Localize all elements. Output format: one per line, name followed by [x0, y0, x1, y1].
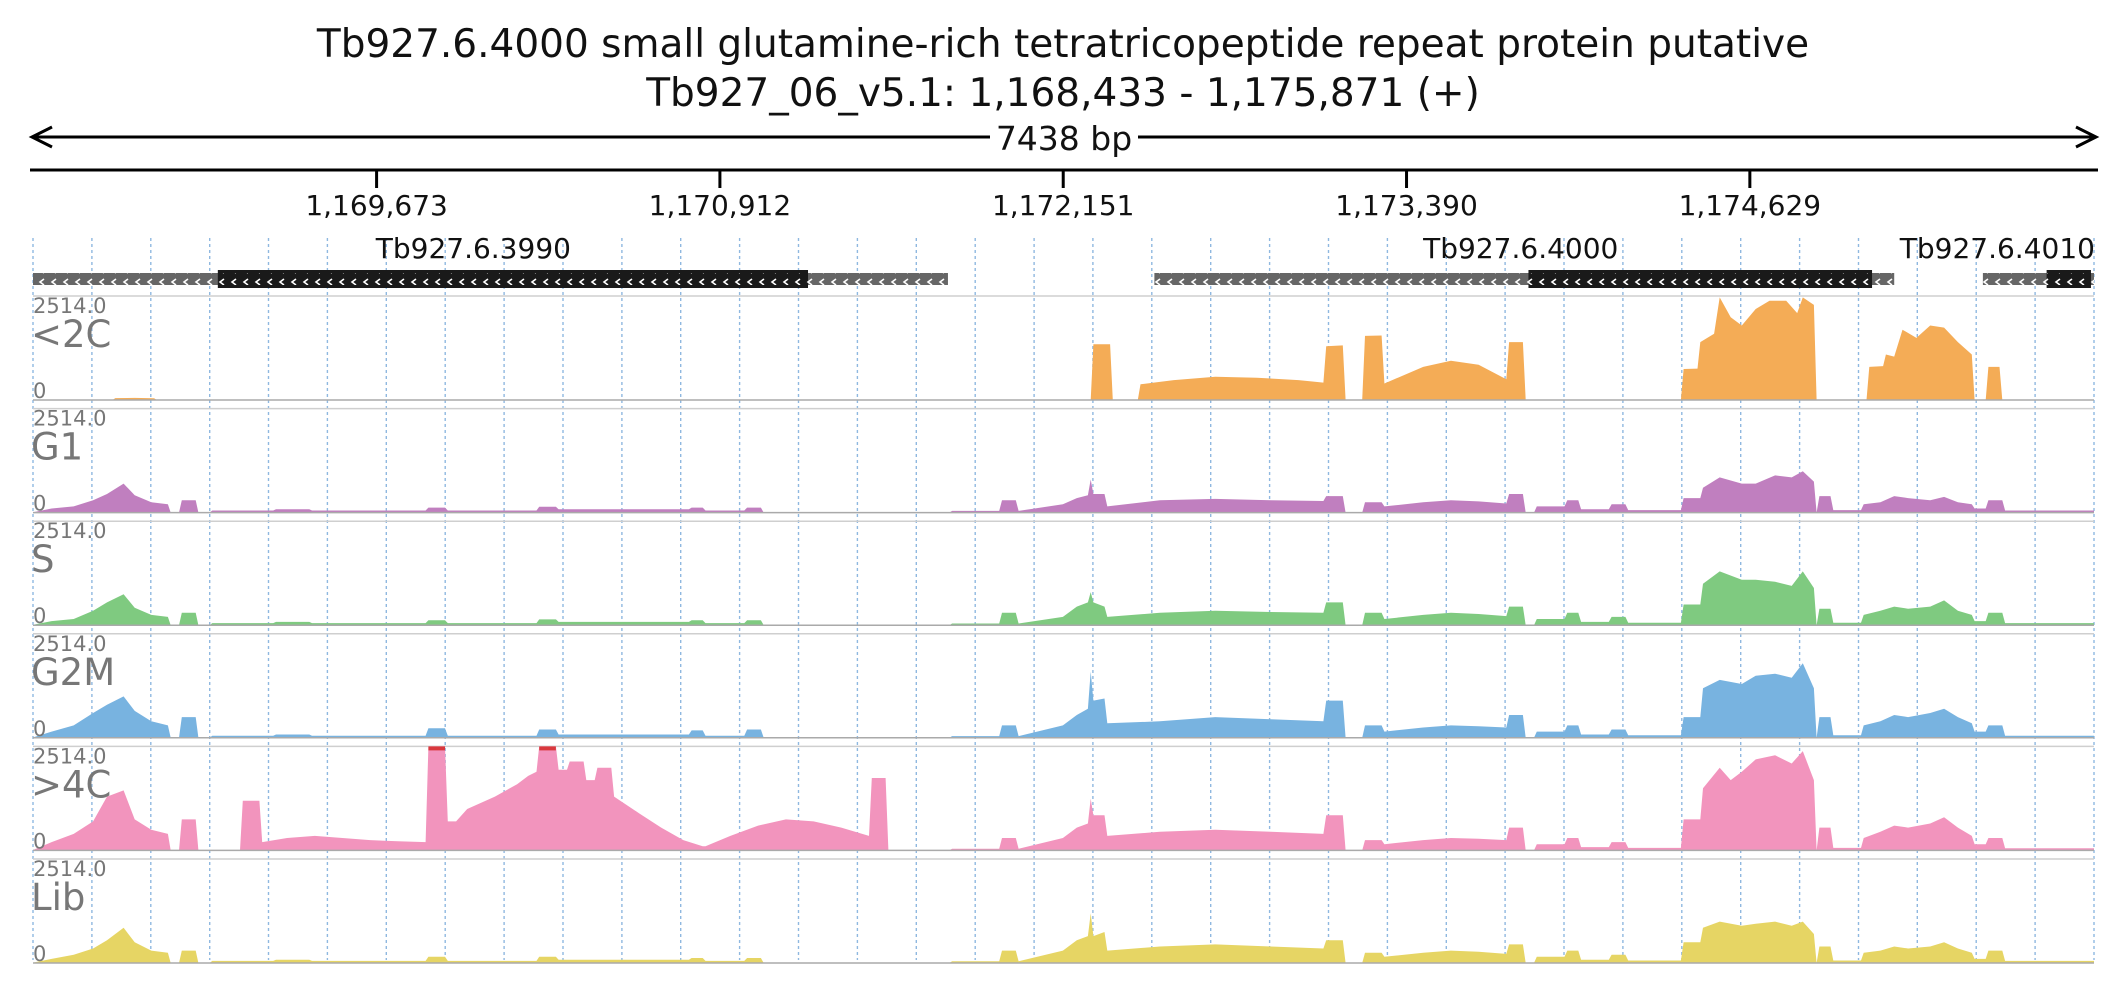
coverage-track: 2514.0 0 >4C	[31, 744, 2094, 853]
span-indicator: 7438 bp	[28, 118, 2100, 172]
coverage-track: 2514.0 0 G2M	[31, 632, 2094, 741]
y-max-label: 2514.0	[33, 519, 106, 543]
coverage-area	[33, 471, 2094, 513]
locus-coordinates: Tb927_06_v5.1: 1,168,433 - 1,175,871 (+)	[646, 71, 1480, 116]
strand-arrows	[217, 273, 809, 285]
ruler-tick-label: 1,170,912	[649, 189, 792, 222]
clip-indicator	[539, 746, 556, 751]
track-name: G1	[31, 426, 83, 469]
y-min-label: 0	[33, 942, 46, 966]
gene-track: Tb927.6.3990 Tb927.6.4000 Tb927.6.4010	[33, 232, 2095, 288]
y-min-label: 0	[33, 717, 46, 741]
gene-label: Tb927.6.4010	[1899, 232, 2095, 265]
track-name: G2M	[31, 651, 115, 694]
y-min-label: 0	[33, 604, 46, 628]
ruler-tick-label: 1,169,673	[305, 189, 448, 222]
coverage-track: 2514.0 0 S	[31, 519, 2094, 628]
gene-label: Tb927.6.3990	[375, 232, 571, 265]
y-max-label: 2514.0	[33, 294, 106, 318]
gene-label: Tb927.6.4000	[1422, 232, 1618, 265]
clip-indicator	[428, 746, 446, 751]
gene-title: Tb927.6.4000 small glutamine-rich tetrat…	[316, 22, 1810, 67]
ruler-tick-label: 1,173,390	[1335, 189, 1478, 222]
span-arrow-right	[2075, 125, 2100, 149]
coverage-track: 2514.0 0 G1	[31, 407, 2094, 516]
coverage-area	[33, 297, 2094, 400]
y-min-label: 0	[33, 379, 46, 403]
ruler: 1,169,673 1,170,912 1,172,151 1,173,390 1,17…	[305, 170, 1821, 222]
coverage-tracks: 2514.00<2C2514.00G12514.00S2514.00G2M251…	[31, 294, 2094, 966]
span-label: 7438 bp	[996, 119, 1132, 158]
y-max-label: 2514.0	[33, 632, 106, 656]
strand-arrows	[1528, 273, 1873, 285]
coverage-area	[33, 663, 2094, 738]
y-max-label: 2514.0	[33, 857, 106, 881]
span-label-bg	[990, 118, 1138, 156]
y-min-label: 0	[33, 829, 46, 853]
track-name: S	[31, 538, 55, 581]
coverage-track: 2514.0 0 Lib	[31, 857, 2094, 966]
ruler-tick-label: 1,172,151	[992, 189, 1135, 222]
coverage-track: 2514.0 0 <2C	[31, 294, 2094, 403]
coverage-area	[33, 746, 2094, 851]
span-arrow-left	[28, 125, 53, 149]
track-name: >4C	[31, 763, 111, 806]
coverage-area	[33, 571, 2094, 626]
y-min-label: 0	[33, 492, 46, 516]
coverage-area	[33, 913, 2094, 963]
y-max-label: 2514.0	[33, 744, 106, 768]
y-max-label: 2514.0	[33, 407, 106, 431]
track-name: Lib	[31, 876, 85, 919]
strand-arrows	[2046, 273, 2091, 285]
ruler-tick-label: 1,174,629	[1679, 189, 1822, 222]
track-name: <2C	[31, 313, 111, 356]
